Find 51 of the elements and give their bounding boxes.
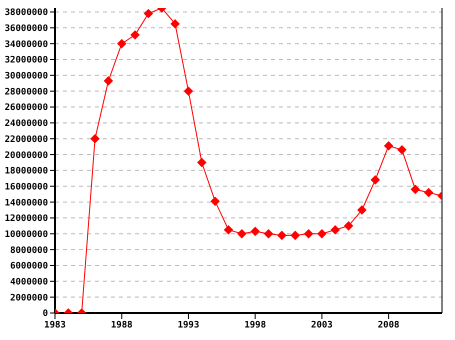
point xyxy=(290,230,300,240)
x-tick-label: 1998 xyxy=(244,320,266,330)
point xyxy=(170,19,180,28)
y-tick-label: 22000000 xyxy=(4,134,48,145)
point xyxy=(144,9,153,18)
point xyxy=(130,30,140,40)
y-tick-label: 12000000 xyxy=(4,214,48,224)
point xyxy=(330,225,340,234)
y-tick-label: 24000000 xyxy=(4,119,48,130)
y-tick-label: 8000000 xyxy=(10,246,48,256)
point xyxy=(237,229,246,238)
point xyxy=(264,229,274,238)
y-tick-label: 28000000 xyxy=(4,87,48,98)
point xyxy=(410,184,420,194)
point xyxy=(184,86,193,96)
y-tick-label: 30000000 xyxy=(4,72,48,82)
y-tick-label: 14000000 xyxy=(4,198,48,208)
point xyxy=(370,175,380,184)
point xyxy=(304,229,314,238)
y-tick-label: 2000000 xyxy=(10,293,48,304)
point xyxy=(117,39,126,48)
point xyxy=(357,206,366,215)
point xyxy=(384,141,394,150)
x-tick-label: 1983 xyxy=(44,320,66,330)
point xyxy=(90,134,100,144)
point xyxy=(210,196,220,206)
x-tick-label: 2003 xyxy=(311,320,333,330)
point xyxy=(277,230,286,240)
y-tick-label: 0 xyxy=(42,309,48,320)
y-tick-label: 32000000 xyxy=(4,56,48,66)
y-tick-label: 4000000 xyxy=(10,278,48,288)
y-tick-label: 26000000 xyxy=(4,103,48,114)
point xyxy=(224,225,233,234)
y-tick-label: 20000000 xyxy=(4,150,48,161)
x-tick-label: 2008 xyxy=(378,320,400,330)
point xyxy=(197,158,206,167)
point xyxy=(344,221,354,230)
point xyxy=(104,76,113,86)
y-tick-label: 36000000 xyxy=(4,24,48,34)
y-tick-label: 18000000 xyxy=(4,166,48,177)
y-tick-label: 38000000 xyxy=(4,8,48,18)
point xyxy=(397,145,406,154)
point xyxy=(424,188,434,198)
y-tick-label: 10000000 xyxy=(4,230,48,240)
x-tick-label: 1993 xyxy=(178,320,200,330)
point xyxy=(317,229,326,238)
x-tick-label: 1988 xyxy=(110,320,133,330)
point xyxy=(250,226,260,236)
y-tick-label: 34000000 xyxy=(4,40,48,50)
y-tick-label: 16000000 xyxy=(4,182,48,192)
y-tick-label: 6000000 xyxy=(10,262,48,272)
